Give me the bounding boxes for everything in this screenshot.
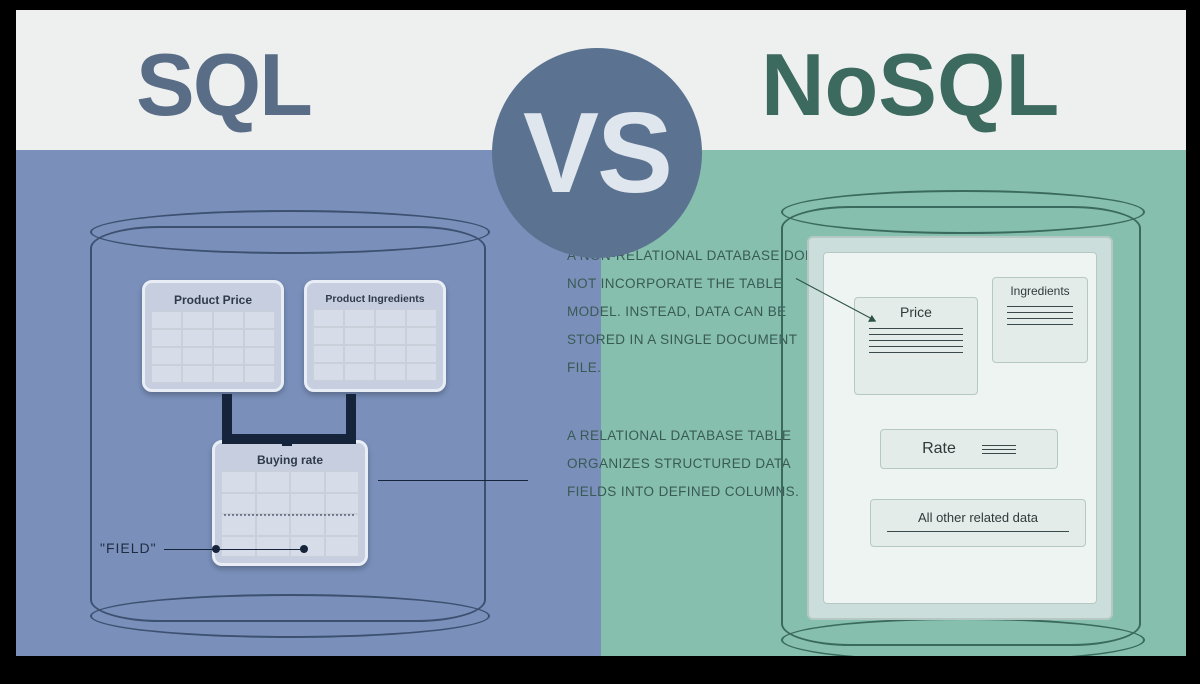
nosql-document-inner: Price Ingredients Rate All other related: [823, 252, 1097, 604]
text-lines-icon: [855, 322, 977, 363]
text-lines-icon: [982, 445, 1016, 454]
text-line-icon: [887, 531, 1069, 532]
nosql-card-rate: Rate: [880, 429, 1058, 469]
table-grid-icon: [151, 311, 275, 383]
nosql-card-ingredients: Ingredients: [992, 277, 1088, 363]
nosql-card-all-other: All other related data: [870, 499, 1086, 547]
vs-badge: VS: [492, 48, 702, 258]
card-label: Rate: [922, 440, 956, 458]
field-callout-line: [164, 549, 304, 550]
nosql-document-outer: Price Ingredients Rate All other related: [807, 236, 1113, 620]
table-grid-icon: [313, 309, 437, 381]
sql-title: SQL: [136, 34, 311, 136]
nosql-title: NoSQL: [761, 34, 1059, 136]
card-label: Ingredients: [993, 278, 1087, 300]
sql-table-buying-rate: Buying rate: [212, 440, 368, 566]
text-lines-icon: [993, 300, 1087, 335]
sql-table-label: Product Price: [151, 289, 275, 311]
highlighted-row: [224, 514, 354, 516]
relation-connector: [282, 434, 292, 446]
sql-table-product-ingredients: Product Ingredients: [304, 280, 446, 392]
sql-table-product-price: Product Price: [142, 280, 284, 392]
card-label: All other related data: [871, 500, 1085, 527]
sql-table-label: Product Ingredients: [313, 289, 437, 309]
field-callout-dot: [300, 545, 308, 553]
infographic-frame: SQL NoSQL Product Price Product Ingredie…: [16, 10, 1186, 656]
field-callout-label: "FIELD": [100, 540, 157, 556]
field-callout-dot: [212, 545, 220, 553]
sql-table-label: Buying rate: [221, 449, 359, 471]
vs-label: VS: [523, 88, 671, 219]
nosql-panel: A NON-RELATIONAL DATABASE DOES NOT INCOR…: [601, 150, 1186, 656]
sql-desc-pointer: [378, 480, 528, 481]
sql-panel: Product Price Product Ingredients Buying…: [16, 150, 601, 656]
nosql-card-price: Price: [854, 297, 978, 395]
